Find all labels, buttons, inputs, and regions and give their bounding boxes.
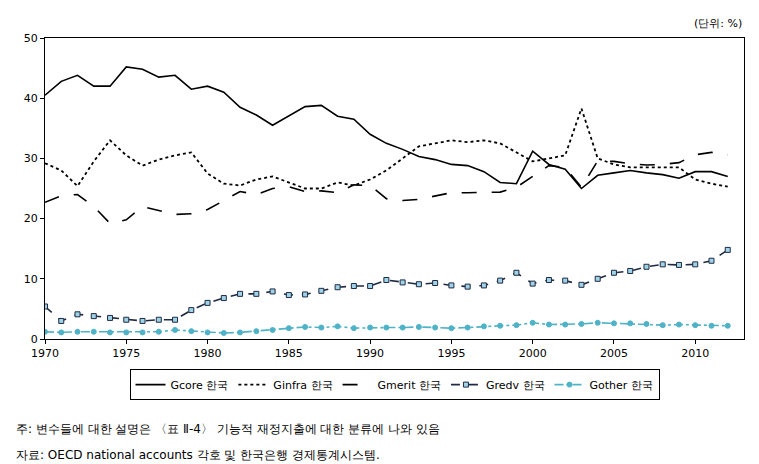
svg-text:2005: 2005 xyxy=(600,347,628,360)
svg-text:Gredv 한국: Gredv 한국 xyxy=(486,379,545,392)
svg-text:1980: 1980 xyxy=(194,347,222,360)
svg-text:주: 변수들에 대한 설명은 〈표 Ⅱ-4〉 기능적 재정지: 주: 변수들에 대한 설명은 〈표 Ⅱ-4〉 기능적 재정지출에 대한 분류에 … xyxy=(16,422,440,436)
svg-text:1985: 1985 xyxy=(275,347,303,360)
svg-text:1990: 1990 xyxy=(356,347,384,360)
svg-text:1995: 1995 xyxy=(437,347,465,360)
svg-text:2010: 2010 xyxy=(681,347,709,360)
svg-text:1970: 1970 xyxy=(31,347,59,360)
svg-text:Gcore 한국: Gcore 한국 xyxy=(171,379,229,392)
svg-text:Gother 한국: Gother 한국 xyxy=(590,379,653,392)
svg-text:Gmerit 한국: Gmerit 한국 xyxy=(378,379,441,392)
svg-text:2000: 2000 xyxy=(519,347,547,360)
svg-text:30: 30 xyxy=(24,152,38,165)
svg-text:1975: 1975 xyxy=(112,347,140,360)
svg-text:Ginfra 한국: Ginfra 한국 xyxy=(273,379,332,392)
svg-text:10: 10 xyxy=(24,273,38,286)
svg-text:자료: OECD national accounts 각호: 자료: OECD national accounts 각호 및 한국은행 경제통… xyxy=(16,448,380,462)
svg-text:0: 0 xyxy=(31,333,38,346)
svg-text:40: 40 xyxy=(24,92,38,105)
svg-text:(단위: %): (단위: %) xyxy=(694,17,742,30)
svg-text:20: 20 xyxy=(24,212,38,225)
svg-text:50: 50 xyxy=(24,32,38,45)
